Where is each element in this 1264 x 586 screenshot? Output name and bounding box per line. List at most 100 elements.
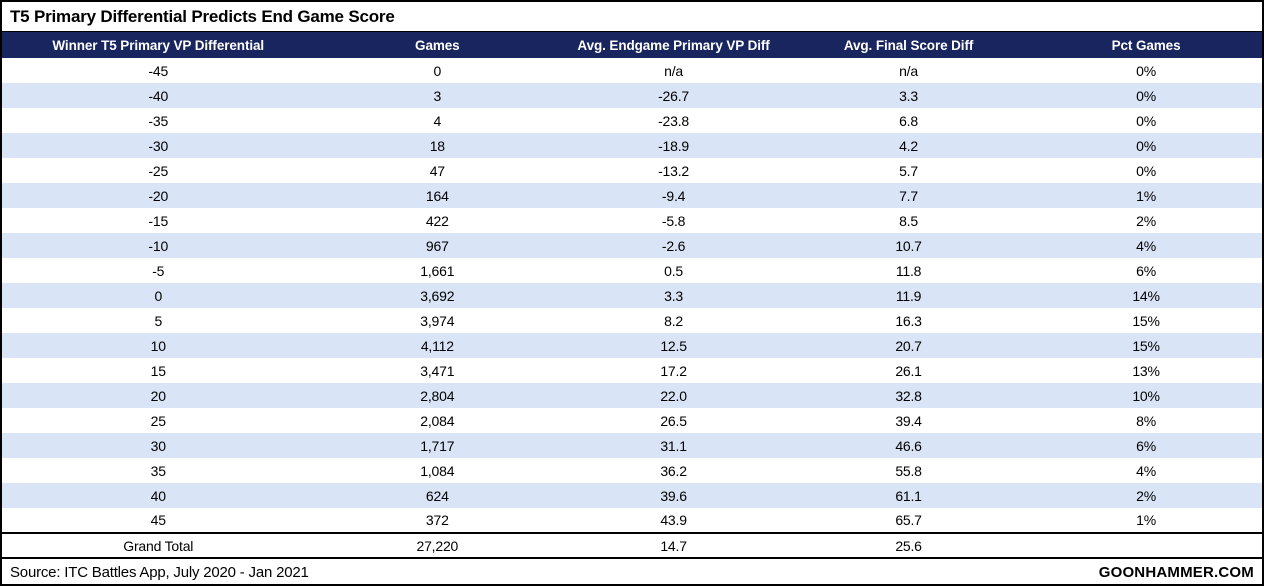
table-cell: 61.1 (786, 483, 1031, 508)
table-cell: -13.2 (560, 158, 787, 183)
table-cell: 967 (314, 233, 561, 258)
table-row: -10 967 -2.6 10.7 4% (2, 233, 1262, 258)
table-cell: -15 (2, 208, 315, 233)
table-cell: 32.8 (786, 383, 1031, 408)
table-row: -40 3 -26.7 3.3 0% (2, 83, 1262, 108)
grand-total-cell (1030, 532, 1262, 559)
table-cell: 15% (1030, 308, 1262, 333)
table-row: 45 372 43.9 65.7 1% (2, 508, 1262, 533)
table-cell: 0% (1030, 108, 1262, 133)
table-cell: 65.7 (786, 508, 1031, 533)
table-cell: -5.8 (560, 208, 787, 233)
table-cell: 0 (314, 58, 561, 83)
table-cell: 6% (1030, 433, 1262, 458)
table-cell: 422 (314, 208, 561, 233)
table-cell: -30 (2, 133, 315, 158)
table-cell: 3 (314, 83, 561, 108)
table-cell: -23.8 (560, 108, 787, 133)
table-cell: 39.4 (786, 408, 1031, 433)
table-cell: 0% (1030, 158, 1262, 183)
column-header: Avg. Final Score Diff (786, 32, 1031, 58)
table-cell: n/a (786, 58, 1031, 83)
table-cell: 6% (1030, 258, 1262, 283)
table-header: Winner T5 Primary VP Differential Games Av… (2, 32, 1262, 58)
table-cell: 13% (1030, 358, 1262, 383)
table-cell: 31.1 (560, 433, 787, 458)
data-table: Winner T5 Primary VP Differential Games Av… (2, 32, 1262, 559)
table-cell: 15 (2, 358, 315, 383)
source-note: Source: ITC Battles App, July 2020 - Jan… (10, 564, 309, 581)
table-cell: 18 (314, 133, 561, 158)
table-cell: 1% (1030, 508, 1262, 533)
column-header: Winner T5 Primary VP Differential (2, 32, 315, 58)
footer-bar: Source: ITC Battles App, July 2020 - Jan… (2, 559, 1262, 584)
table-cell: 4% (1030, 233, 1262, 258)
table-cell: -9.4 (560, 183, 787, 208)
table-cell: 15% (1030, 333, 1262, 358)
column-header: Games (314, 32, 561, 58)
table-cell: -10 (2, 233, 315, 258)
table-cell: 2,084 (314, 408, 561, 433)
table-row: 15 3,471 17.2 26.1 13% (2, 358, 1262, 383)
table-row: 35 1,084 36.2 55.8 4% (2, 458, 1262, 483)
table-cell: -5 (2, 258, 315, 283)
table-row: 30 1,717 31.1 46.6 6% (2, 433, 1262, 458)
table-cell: 624 (314, 483, 561, 508)
table-cell: 0% (1030, 133, 1262, 158)
table-cell: 4 (314, 108, 561, 133)
table-row: 0 3,692 3.3 11.9 14% (2, 283, 1262, 308)
table-cell: 7.7 (786, 183, 1031, 208)
table-cell: 25 (2, 408, 315, 433)
table-cell: 1,661 (314, 258, 561, 283)
table-cell: 1,084 (314, 458, 561, 483)
table-cell: 3,471 (314, 358, 561, 383)
column-header: Avg. Endgame Primary VP Diff (560, 32, 787, 58)
table-row: -35 4 -23.8 6.8 0% (2, 108, 1262, 133)
table-cell: 16.3 (786, 308, 1031, 333)
table-cell: 1,717 (314, 433, 561, 458)
table-row: 25 2,084 26.5 39.4 8% (2, 408, 1262, 433)
table-cell: 10.7 (786, 233, 1031, 258)
table-cell: 11.8 (786, 258, 1031, 283)
table-cell: 5.7 (786, 158, 1031, 183)
grand-total-cell: Grand Total (2, 532, 315, 559)
table-footer: Grand Total 27,220 14.7 25.6 (2, 532, 1262, 559)
table-cell: -18.9 (560, 133, 787, 158)
table-cell: 8% (1030, 408, 1262, 433)
table-cell: n/a (560, 58, 787, 83)
table-cell: 14% (1030, 283, 1262, 308)
table-cell: -35 (2, 108, 315, 133)
table-cell: -20 (2, 183, 315, 208)
table-row: 20 2,804 22.0 32.8 10% (2, 383, 1262, 408)
table-cell: 5 (2, 308, 315, 333)
table-cell: 4,112 (314, 333, 561, 358)
table-cell: 1% (1030, 183, 1262, 208)
table-cell: 46.6 (786, 433, 1031, 458)
table-cell: 17.2 (560, 358, 787, 383)
table-cell: 26.5 (560, 408, 787, 433)
table-cell: 36.2 (560, 458, 787, 483)
table-cell: 20 (2, 383, 315, 408)
table-cell: -2.6 (560, 233, 787, 258)
table-cell: 164 (314, 183, 561, 208)
table-cell: 20.7 (786, 333, 1031, 358)
table-cell: 6.8 (786, 108, 1031, 133)
table-cell: -45 (2, 58, 315, 83)
table-row: 5 3,974 8.2 16.3 15% (2, 308, 1262, 333)
table-row: 40 624 39.6 61.1 2% (2, 483, 1262, 508)
table-row: -20 164 -9.4 7.7 1% (2, 183, 1262, 208)
table-cell: 55.8 (786, 458, 1031, 483)
table-cell: 0% (1030, 58, 1262, 83)
grand-total-cell: 25.6 (786, 532, 1031, 559)
table-cell: 40 (2, 483, 315, 508)
title-bar: T5 Primary Differential Predicts End Gam… (2, 2, 1262, 32)
table-cell: 35 (2, 458, 315, 483)
table-cell: -25 (2, 158, 315, 183)
table-header-row: Winner T5 Primary VP Differential Games Av… (2, 32, 1262, 58)
table-cell: 0.5 (560, 258, 787, 283)
table-row: 10 4,112 12.5 20.7 15% (2, 333, 1262, 358)
table-row: -45 0 n/a n/a 0% (2, 58, 1262, 83)
table-cell: 3.3 (560, 283, 787, 308)
grand-total-row: Grand Total 27,220 14.7 25.6 (2, 532, 1262, 559)
